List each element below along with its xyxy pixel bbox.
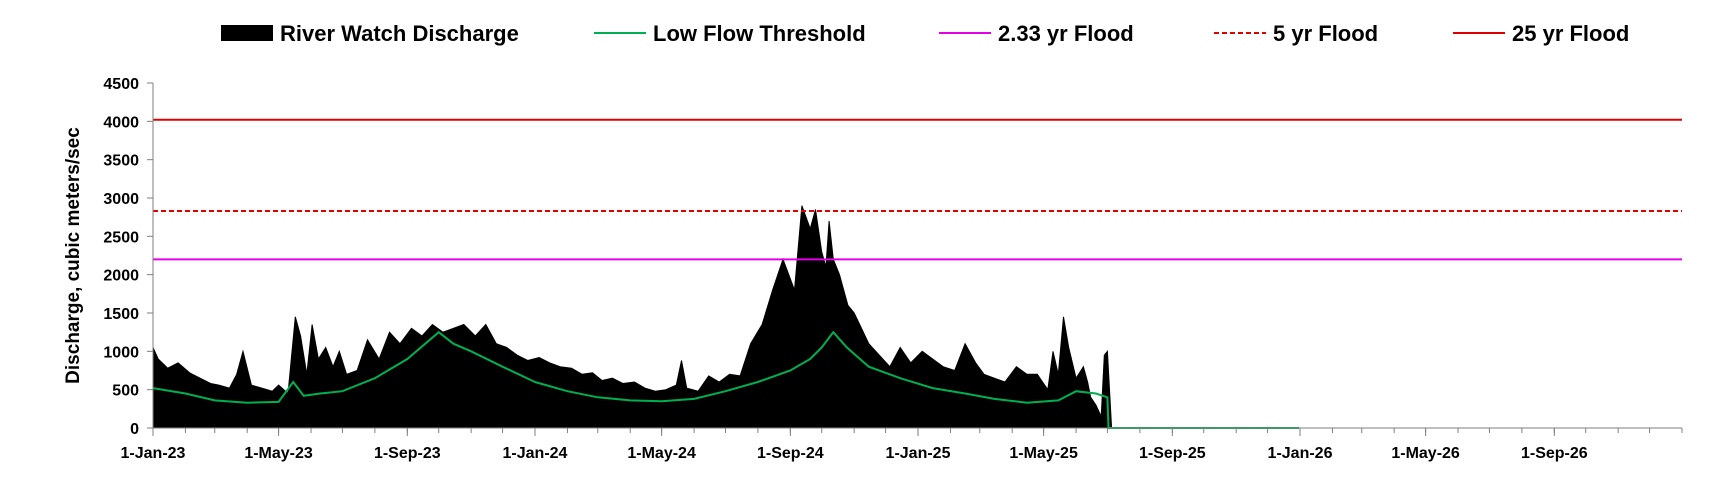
x-tick-label: 1-Jan-25: [886, 445, 951, 462]
x-tick-label: 1-Sep-26: [1521, 445, 1588, 462]
x-tick-label: 1-May-24: [627, 445, 696, 462]
x-tick-label: 1-Sep-23: [374, 445, 441, 462]
legend-item: River Watch Discharge: [221, 21, 519, 46]
x-tick-label: 1-Jan-26: [1268, 445, 1333, 462]
y-tick-label: 4000: [103, 114, 139, 131]
series-low-flow-threshold: [152, 330, 1299, 429]
legend-label: 5 yr Flood: [1273, 21, 1378, 46]
x-tick-label: 1-Sep-25: [1139, 445, 1206, 462]
x-tick-label: 1-May-23: [244, 445, 313, 462]
legend-item: 2.33 yr Flood: [939, 21, 1134, 46]
y-tick-label: 500: [112, 383, 139, 400]
axes: 0 500 1000 1500 2000 2500 3000 3500 4000 4500 1-Ja…: [63, 76, 1683, 462]
plot-area: [152, 118, 1682, 429]
legend-label: River Watch Discharge: [280, 21, 519, 46]
x-tick-label: 1-May-26: [1391, 445, 1460, 462]
y-tick-label: 2000: [103, 268, 139, 285]
y-tick-label: 3000: [103, 191, 139, 208]
y-tick-label: 1500: [103, 306, 139, 323]
legend: River Watch Discharge Low Flow Threshold 2…: [221, 21, 1629, 46]
y-axis-title: Discharge, cubic meters/sec: [63, 127, 84, 384]
legend-label: Low Flow Threshold: [653, 21, 866, 46]
legend-item: 25 yr Flood: [1453, 21, 1629, 46]
x-tick-label: 1-Sep-24: [757, 445, 824, 462]
y-tick-label: 3500: [103, 153, 139, 170]
y-tick-label: 2500: [103, 229, 139, 246]
legend-label: 2.33 yr Flood: [998, 21, 1134, 46]
series-river-watch-discharge: [152, 205, 1113, 429]
y-tick-label: 1000: [103, 344, 139, 361]
y-tick-label: 4500: [103, 76, 139, 93]
y-tick-label: 0: [130, 421, 139, 438]
legend-label: 25 yr Flood: [1512, 21, 1629, 46]
x-tick-label: 1-Jan-23: [121, 445, 186, 462]
legend-item: 5 yr Flood: [1214, 21, 1378, 46]
legend-swatch: [221, 25, 273, 41]
x-tick-label: 1-Jan-24: [503, 445, 568, 462]
x-tick-label: 1-May-25: [1009, 445, 1078, 462]
legend-item: Low Flow Threshold: [594, 21, 866, 46]
